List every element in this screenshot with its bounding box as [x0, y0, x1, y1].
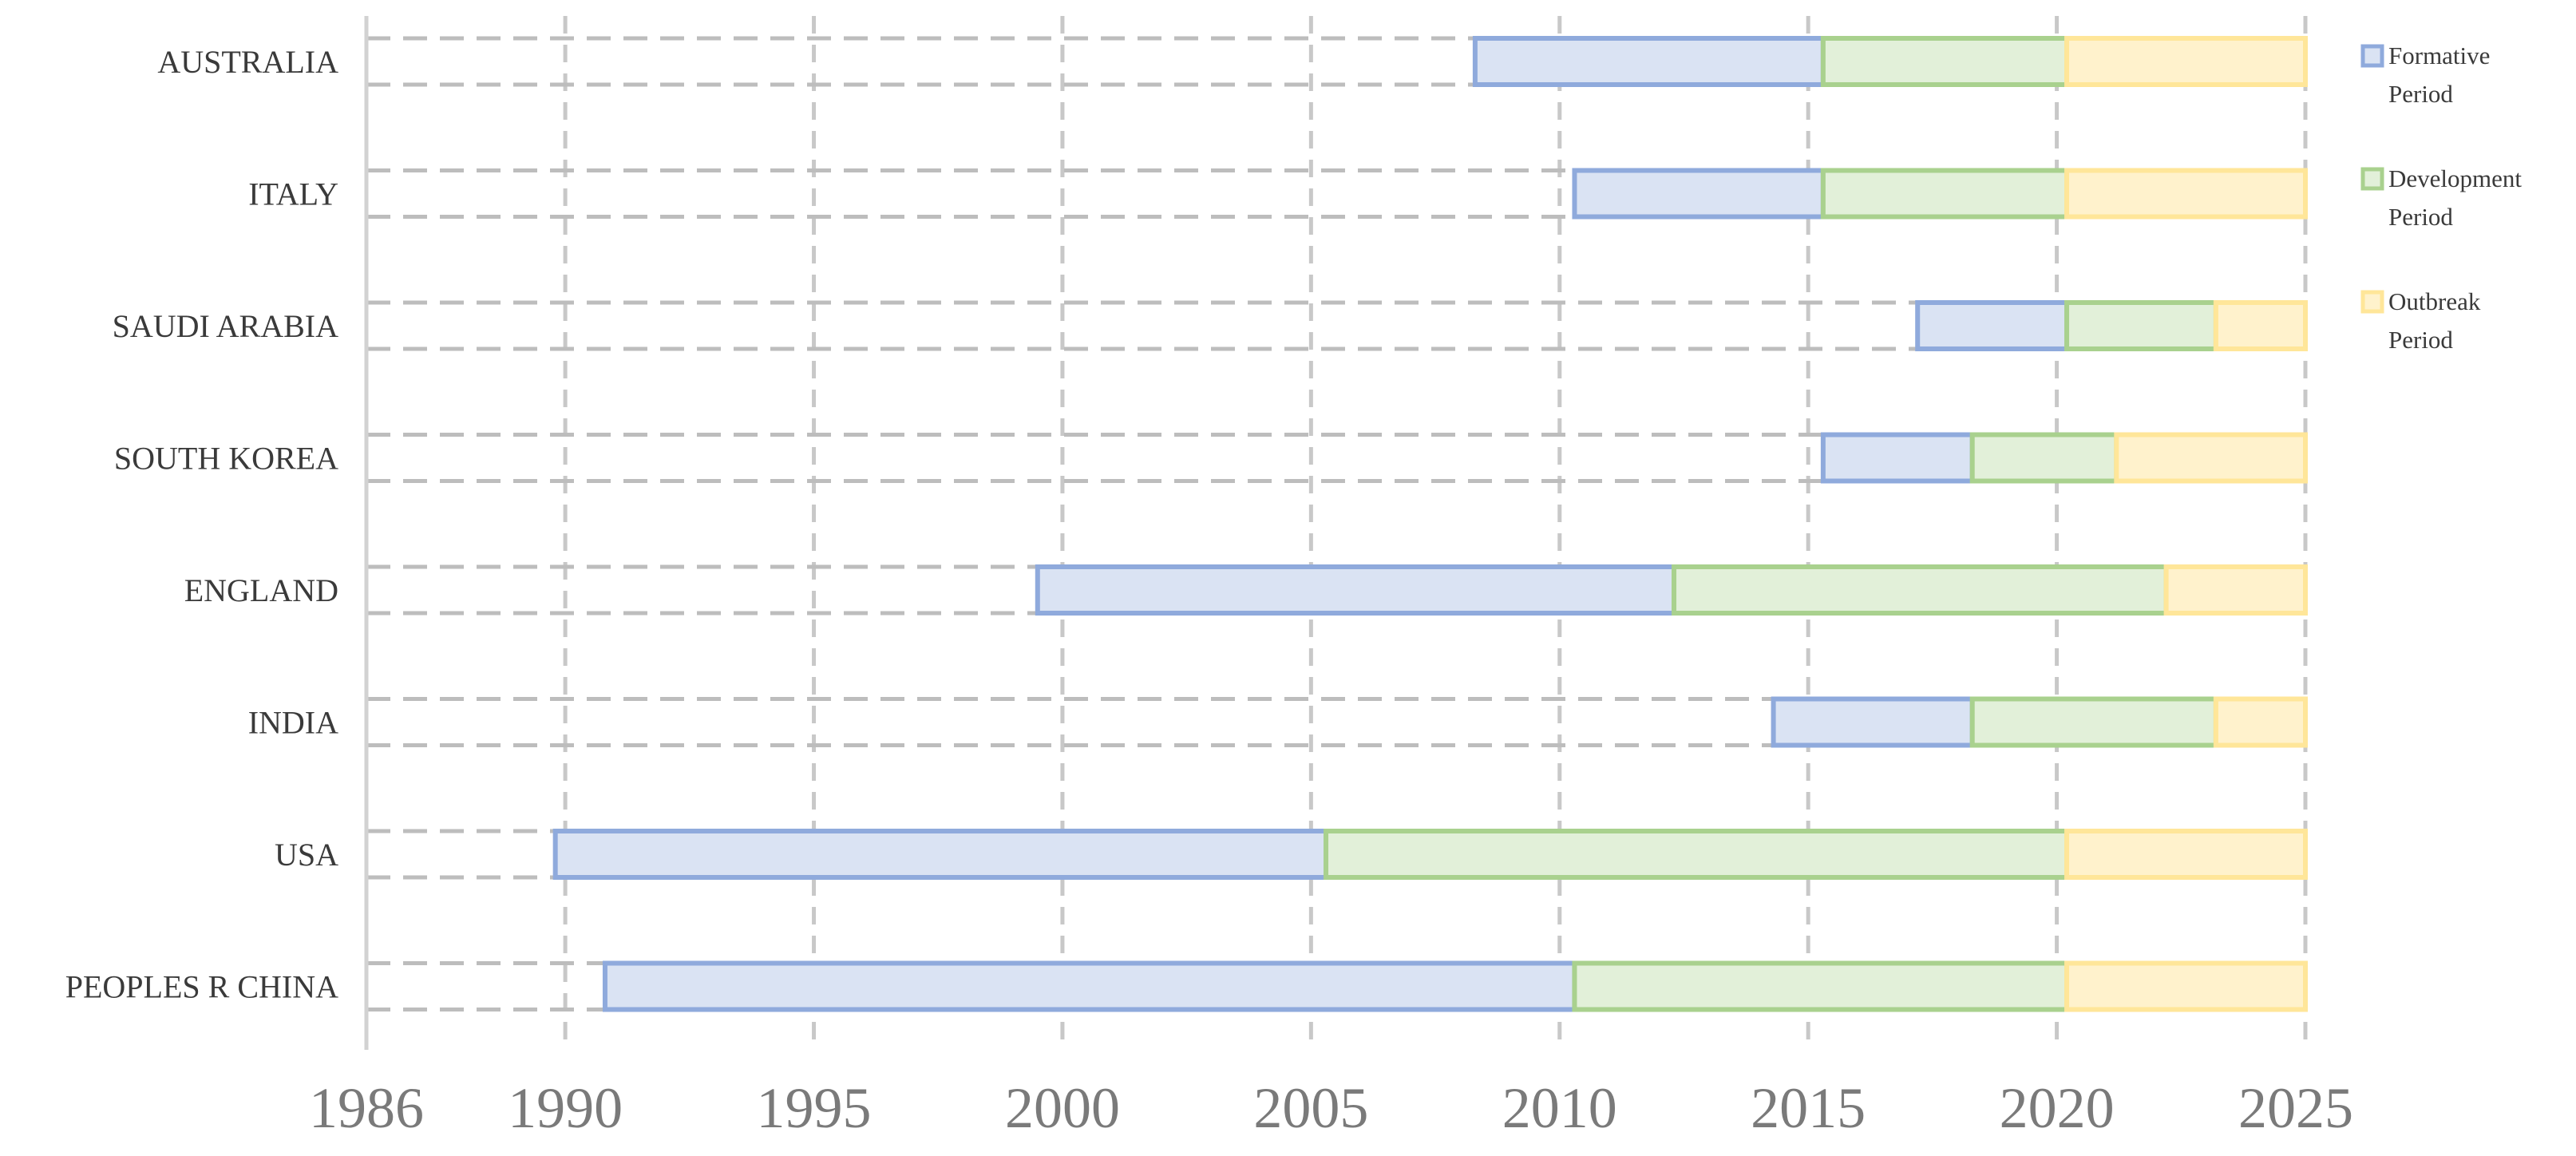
bar-outbreak-period-south-korea [2114, 432, 2308, 484]
category-label-saudi-arabia: SAUDI ARABIA [113, 308, 338, 344]
bar-development-period-india [1969, 696, 2218, 748]
bar-development-period-saudi-arabia [2064, 300, 2218, 351]
bar-formative-period-usa [552, 829, 1329, 880]
x-tick-label-1995: 1995 [757, 1076, 872, 1140]
bar-development-period-australia [1820, 36, 2070, 87]
x-tick-label-2015: 2015 [1751, 1076, 1866, 1140]
bar-outbreak-period-usa [2064, 829, 2308, 880]
category-label-south-korea: SOUTH KOREA [114, 441, 338, 477]
legend: Formative Period Development Period Outbreak… [2360, 42, 2522, 354]
legend-swatch-outbreak-period [2360, 290, 2384, 314]
legend-label-formative-period-line2: Period [2388, 80, 2453, 108]
legend-label-development-period: Development [2388, 164, 2522, 192]
category-label-peoples-r-china: PEOPLES R CHINA [65, 969, 338, 1005]
legend-label-development-period-line2: Period [2388, 203, 2453, 231]
bar-development-period-peoples-r-china [1572, 960, 2070, 1012]
bar-outbreak-period-australia [2064, 36, 2308, 87]
bar-formative-period-england [1035, 564, 1677, 616]
category-label-england: ENGLAND [184, 572, 338, 608]
bar-formative-period-italy [1572, 168, 1826, 220]
category-labels: AUSTRALIA ITALY SAUDI ARABIA SOUTH KOREA ENG… [65, 44, 338, 1005]
category-label-india: INDIA [248, 705, 338, 741]
legend-label-formative-period: Formative [2388, 42, 2490, 69]
legend-swatch-development-period [2360, 167, 2384, 191]
bar-outbreak-period-saudi-arabia [2213, 300, 2309, 351]
legend-label-outbreak-period-line2: Period [2388, 326, 2453, 354]
bar-development-period-england [1672, 564, 2169, 616]
x-tick-label-2020: 2020 [2000, 1076, 2115, 1140]
legend-swatch-formative-period [2360, 44, 2384, 68]
bars [552, 36, 2309, 1012]
bar-formative-period-australia [1472, 36, 1826, 87]
bar-formative-period-south-korea [1820, 432, 1975, 484]
x-tick-label-2025: 2025 [2238, 1076, 2353, 1140]
category-label-italy: ITALY [248, 176, 338, 212]
bar-outbreak-period-england [2163, 564, 2309, 616]
bar-development-period-usa [1324, 829, 2070, 880]
x-tick-label-2000: 2000 [1005, 1076, 1120, 1140]
category-label-australia: AUSTRALIA [157, 44, 338, 80]
x-tick-label-1990: 1990 [508, 1076, 623, 1140]
bar-formative-period-india [1771, 696, 1975, 748]
bar-development-period-italy [1820, 168, 2070, 220]
bar-formative-period-peoples-r-china [602, 960, 1577, 1012]
bar-formative-period-saudi-arabia [1915, 300, 2070, 351]
bar-outbreak-period-india [2213, 696, 2309, 748]
x-axis-ticks: 1986 1990 1995 2000 2005 2010 2015 2020 2025 [309, 1076, 2353, 1140]
x-tick-label-2010: 2010 [1502, 1076, 1617, 1140]
bar-development-period-south-korea [1969, 432, 2119, 484]
x-tick-label-1986: 1986 [309, 1076, 424, 1140]
legend-label-outbreak-period: Outbreak [2388, 287, 2481, 315]
bar-outbreak-period-italy [2064, 168, 2308, 220]
bar-outbreak-period-peoples-r-china [2064, 960, 2308, 1012]
category-label-usa: USA [275, 837, 338, 873]
x-tick-label-2005: 2005 [1253, 1076, 1368, 1140]
grid-lines [364, 16, 2308, 1050]
